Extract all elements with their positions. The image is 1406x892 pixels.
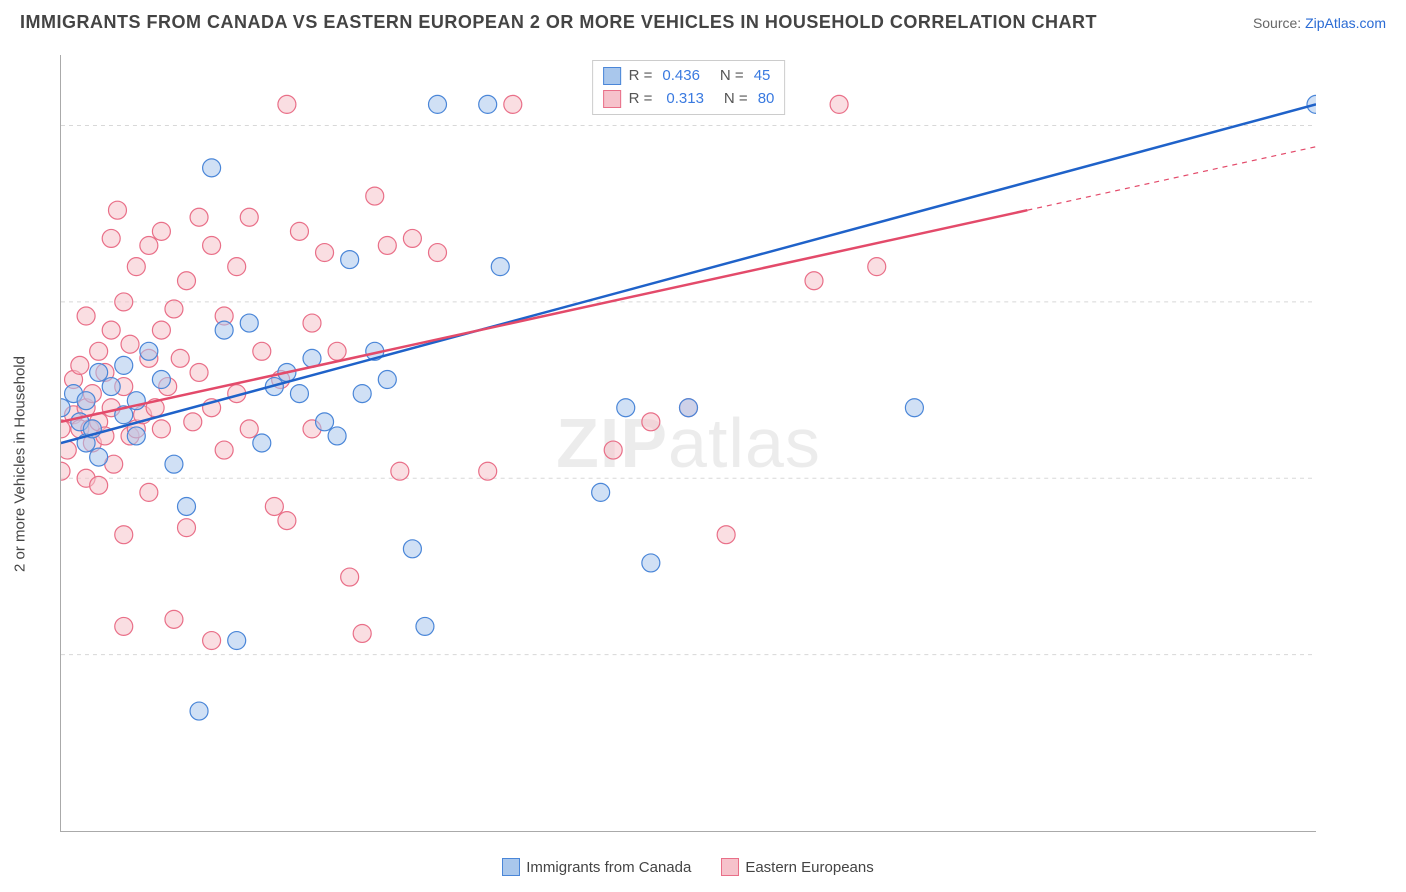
swatch-canada-icon (502, 858, 520, 876)
scatter-svg: 25.0%50.0%75.0%100.0%0.0%100.0% (61, 55, 1316, 831)
source-attribution: Source: ZipAtlas.com (1253, 15, 1386, 31)
chart-title: IMMIGRANTS FROM CANADA VS EASTERN EUROPE… (20, 12, 1097, 33)
swatch-canada (603, 67, 621, 85)
swatch-eastern-icon (721, 858, 739, 876)
legend-item-eastern: Eastern Europeans (721, 858, 873, 876)
correlation-legend: R = 0.436 N = 45 R = 0.313 N = 80 (592, 60, 786, 115)
legend-row-eastern: R = 0.313 N = 80 (603, 88, 775, 111)
header: IMMIGRANTS FROM CANADA VS EASTERN EUROPE… (0, 0, 1406, 33)
y-axis-label: 2 or more Vehicles in Household (12, 356, 29, 572)
legend-row-canada: R = 0.436 N = 45 (603, 65, 775, 88)
plot-area: ZIPatlas R = 0.436 N = 45 R = 0.313 N = … (60, 55, 1316, 832)
legend-item-canada: Immigrants from Canada (502, 858, 691, 876)
source-link[interactable]: ZipAtlas.com (1305, 15, 1386, 31)
series-legend: Immigrants from Canada Eastern Europeans (60, 852, 1316, 882)
swatch-eastern (603, 90, 621, 108)
chart-container: 2 or more Vehicles in Household ZIPatlas… (20, 45, 1386, 882)
